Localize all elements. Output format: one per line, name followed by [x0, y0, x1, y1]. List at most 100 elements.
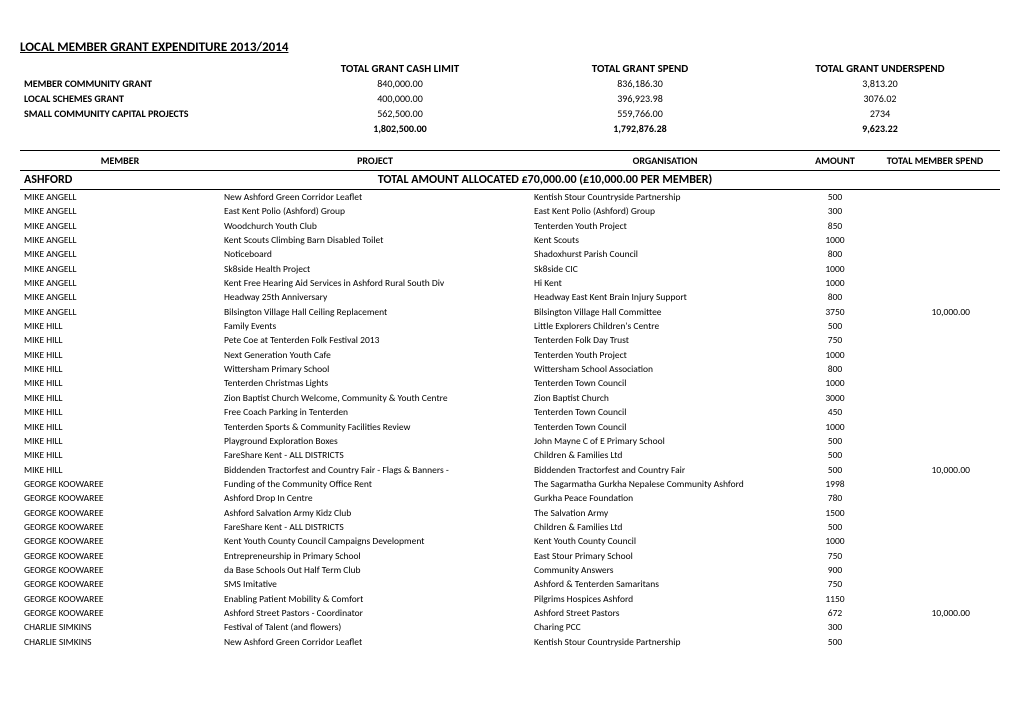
cell-spend	[870, 190, 1000, 205]
cell-amount: 300	[800, 620, 870, 634]
table-row: MIKE HILLFareShare Kent - ALL DISTRICTSC…	[20, 448, 1000, 462]
cell-spend	[870, 405, 1000, 419]
total-spend: 1,792,876.28	[520, 121, 760, 136]
cell-amount: 780	[800, 491, 870, 505]
section-alloc: TOTAL AMOUNT ALLOCATED £70,000.00 (£10,0…	[220, 171, 870, 190]
cell-member: MIKE HILL	[20, 434, 220, 448]
cell-amount: 1998	[800, 477, 870, 491]
cell-project: Enabling Patient Mobility & Comfort	[220, 592, 530, 606]
table-row: MIKE ANGELLSk8side Health ProjectSk8side…	[20, 262, 1000, 276]
cell-member: CHARLIE SIMKINS	[20, 620, 220, 634]
cell-spend	[870, 276, 1000, 290]
summary-under: 3076.02	[760, 91, 1000, 106]
table-row: MIKE HILLFamily EventsLittle Explorers C…	[20, 319, 1000, 333]
summary-spend: 396,923.98	[520, 91, 760, 106]
cell-spend	[870, 362, 1000, 376]
cell-org: Wittersham School Association	[530, 362, 800, 376]
col-member: MEMBER	[20, 151, 220, 171]
table-row: MIKE ANGELLNoticeboardShadoxhurst Parish…	[20, 247, 1000, 261]
cell-amount: 1000	[800, 348, 870, 362]
cell-amount: 1000	[800, 276, 870, 290]
cell-spend	[870, 434, 1000, 448]
cell-spend	[870, 620, 1000, 634]
cell-org: Charing PCC	[530, 620, 800, 634]
cell-member: MIKE HILL	[20, 420, 220, 434]
cell-member: GEORGE KOOWAREE	[20, 592, 220, 606]
cell-spend	[870, 262, 1000, 276]
cell-project: Entrepreneurship in Primary School	[220, 549, 530, 563]
cell-project: New Ashford Green Corridor Leaflet	[220, 635, 530, 649]
cell-member: GEORGE KOOWAREE	[20, 534, 220, 548]
cell-member: MIKE ANGELL	[20, 233, 220, 247]
cell-project: Bilsington Village Hall Ceiling Replacem…	[220, 305, 530, 319]
cell-amount: 1000	[800, 534, 870, 548]
cell-org: Pilgrims Hospices Ashford	[530, 592, 800, 606]
summary-spend: 836,186.30	[520, 76, 760, 91]
total-limit: 1,802,500.00	[280, 121, 520, 136]
cell-org: Community Answers	[530, 563, 800, 577]
cell-member: MIKE ANGELL	[20, 276, 220, 290]
summary-under: 2734	[760, 106, 1000, 121]
cell-amount: 800	[800, 247, 870, 261]
cell-project: Kent Free Hearing Aid Services in Ashfor…	[220, 276, 530, 290]
table-row: MIKE HILLZion Baptist Church Welcome, Co…	[20, 391, 1000, 405]
cell-org: Kent Scouts	[530, 233, 800, 247]
cell-project: New Ashford Green Corridor Leaflet	[220, 190, 530, 205]
cell-org: Headway East Kent Brain Injury Support	[530, 290, 800, 304]
cell-amount: 750	[800, 333, 870, 347]
cell-project: Tenterden Christmas Lights	[220, 376, 530, 390]
table-row: CHARLIE SIMKINSFestival of Talent (and f…	[20, 620, 1000, 634]
cell-org: Gurkha Peace Foundation	[530, 491, 800, 505]
cell-project: East Kent Polio (Ashford) Group	[220, 204, 530, 218]
cell-project: Woodchurch Youth Club	[220, 219, 530, 233]
table-row: MIKE ANGELLEast Kent Polio (Ashford) Gro…	[20, 204, 1000, 218]
cell-amount: 3000	[800, 391, 870, 405]
cell-spend	[870, 520, 1000, 534]
summary-row: MEMBER COMMUNITY GRANT840,000.00836,186.…	[20, 76, 1000, 91]
cell-amount: 1000	[800, 420, 870, 434]
cell-amount: 500	[800, 319, 870, 333]
cell-project: SMS Imitative	[220, 577, 530, 591]
cell-member: MIKE ANGELL	[20, 219, 220, 233]
cell-spend	[870, 233, 1000, 247]
cell-member: MIKE ANGELL	[20, 290, 220, 304]
summary-h3: TOTAL GRANT UNDERSPEND	[760, 61, 1000, 76]
cell-org: Children & Families Ltd	[530, 520, 800, 534]
cell-org: Ashford & Tenterden Samaritans	[530, 577, 800, 591]
cell-project: Sk8side Health Project	[220, 262, 530, 276]
cell-spend: 10,000.00	[870, 305, 1000, 319]
cell-member: MIKE ANGELL	[20, 247, 220, 261]
cell-org: Little Explorers Children's Centre	[530, 319, 800, 333]
cell-member: GEORGE KOOWAREE	[20, 506, 220, 520]
table-row: GEORGE KOOWAREESMS ImitativeAshford & Te…	[20, 577, 1000, 591]
cell-org: Children & Families Ltd	[530, 448, 800, 462]
cell-org: Bilsington Village Hall Committee	[530, 305, 800, 319]
table-row: MIKE HILLPlayground Exploration BoxesJoh…	[20, 434, 1000, 448]
cell-org: Zion Baptist Church	[530, 391, 800, 405]
cell-spend	[870, 420, 1000, 434]
cell-amount: 450	[800, 405, 870, 419]
table-row: MIKE HILLTenterden Sports & Community Fa…	[20, 420, 1000, 434]
col-spend: TOTAL MEMBER SPEND	[870, 151, 1000, 171]
cell-project: Free Coach Parking in Tenterden	[220, 405, 530, 419]
summary-totals: 1,802,500.00 1,792,876.28 9,623.22	[20, 121, 1000, 136]
cell-project: Noticeboard	[220, 247, 530, 261]
cell-spend	[870, 290, 1000, 304]
cell-spend	[870, 491, 1000, 505]
table-row: MIKE HILLFree Coach Parking in Tenterden…	[20, 405, 1000, 419]
summary-spend: 559,766.00	[520, 106, 760, 121]
col-org: ORGANISATION	[530, 151, 800, 171]
cell-amount: 1000	[800, 233, 870, 247]
summary-label: SMALL COMMUNITY CAPITAL PROJECTS	[20, 106, 280, 121]
grants-header-row: MEMBER PROJECT ORGANISATION AMOUNT TOTAL…	[20, 151, 1000, 171]
cell-amount: 500	[800, 190, 870, 205]
table-row: GEORGE KOOWAREEAshford Street Pastors - …	[20, 606, 1000, 620]
cell-spend	[870, 635, 1000, 649]
cell-member: MIKE HILL	[20, 463, 220, 477]
cell-spend	[870, 563, 1000, 577]
cell-org: Hi Kent	[530, 276, 800, 290]
cell-amount: 500	[800, 520, 870, 534]
table-row: GEORGE KOOWAREEFunding of the Community …	[20, 477, 1000, 491]
table-row: MIKE HILLBiddenden Tractorfest and Count…	[20, 463, 1000, 477]
cell-amount: 300	[800, 204, 870, 218]
